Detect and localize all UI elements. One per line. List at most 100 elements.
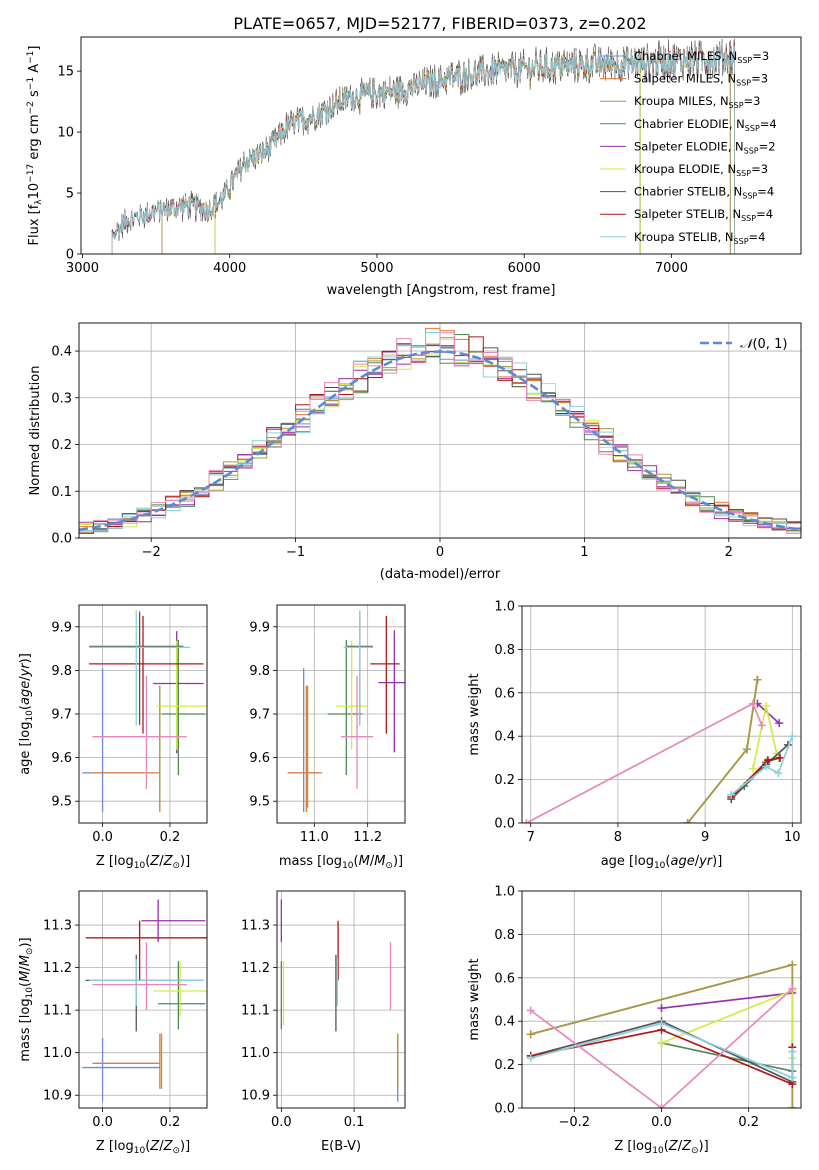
weight-marker — [774, 769, 783, 778]
y-tick-label: 1.0 — [494, 885, 515, 900]
y-tick-label: 11.0 — [241, 1046, 270, 1061]
y-tick-label: 9.6 — [51, 751, 72, 766]
residuals-plot-area — [79, 323, 801, 538]
spectrum-plot-area — [111, 38, 735, 254]
x-tick-label: 8 — [614, 830, 622, 845]
x-tick-label: −2 — [142, 545, 161, 560]
y-tick-label: 0.0 — [51, 532, 72, 547]
y-tick-label: 0.8 — [494, 928, 515, 943]
axes-frame — [80, 36, 802, 255]
y-axis-label: age [log10(age/yr)] — [18, 653, 35, 775]
weight-marker — [749, 764, 758, 773]
x-tick-label: 0.2 — [160, 1115, 181, 1130]
y-tick-label: 11.1 — [241, 1004, 270, 1019]
weight-marker — [657, 1019, 666, 1028]
mass-vs-metallicity-plot-area — [79, 891, 207, 1108]
legend-entry: Salpeter MILES, NSSP=3 — [634, 72, 768, 88]
x-tick-label: 0.0 — [271, 1115, 292, 1130]
y-tick-label: 11.2 — [43, 961, 72, 976]
x-axis-label: age [log10(age/yr)] — [601, 854, 723, 871]
weight-marker — [522, 819, 531, 823]
y-tick-label: 11.2 — [241, 961, 270, 976]
x-tick-label: 0.0 — [92, 830, 113, 845]
weight-marker — [788, 732, 797, 741]
y-tick-label: 11.3 — [43, 919, 72, 934]
weight-marker — [526, 1054, 535, 1063]
x-tick-label: 0 — [436, 545, 444, 560]
x-tick-label: 11.0 — [300, 830, 329, 845]
spectrum-series — [111, 43, 735, 254]
histogram-series — [79, 347, 801, 532]
x-tick-label: 1 — [580, 545, 588, 560]
x-axis-label: (data-model)/error — [380, 567, 501, 582]
weight-marker — [683, 819, 692, 823]
mass-weight-vs-metallicity-plot-area — [522, 891, 801, 1108]
axes-frame — [78, 604, 208, 824]
y-tick-label: 10.9 — [43, 1089, 72, 1104]
legend-entry: Chabrier STELIB, NSSP=4 — [634, 185, 774, 201]
mass-weight-vs-metallicity-chart: −0.2 0.0 0.2 0.0 0.2 0.4 0.6 0.8 1.0 Z [log10(Z/Z… — [467, 885, 802, 1156]
weight-marker — [657, 1104, 666, 1108]
legend-entry: Kroupa ELODIE, NSSP=3 — [634, 162, 768, 178]
weight-marker — [657, 1038, 666, 1047]
x-tick-label: 11.2 — [353, 830, 382, 845]
axes-frame — [521, 890, 802, 1109]
weight-series — [530, 1022, 794, 1079]
residuals-chart: −2 −1 0 1 2 0.0 0.1 0.2 0.3 0.4 𝒩(0, 1) (data-model… — [28, 322, 802, 582]
y-axis-label: Flux [fλ10−17 erg cm−2 s−1 A−1] — [26, 46, 44, 246]
weight-marker — [742, 745, 751, 754]
weight-marker — [749, 699, 758, 708]
spectrum-chart: 3000 4000 5000 6000 7000 0 5 10 15 wavelength [An… — [26, 36, 802, 298]
y-tick-label: 0.6 — [494, 971, 515, 986]
x-axis-label: Z [log10(Z/Z⊙)] — [614, 1139, 708, 1156]
y-axis-label: mass weight — [467, 673, 482, 755]
y-tick-label: 11.1 — [43, 1004, 72, 1019]
x-tick-label: 0.1 — [344, 1115, 365, 1130]
y-tick-label: 0.4 — [51, 345, 72, 360]
x-tick-label: 7 — [527, 830, 535, 845]
weight-marker — [788, 984, 797, 993]
gaussian-curve — [79, 350, 801, 532]
x-axis-label: mass [log10(M/M⊙)] — [279, 854, 403, 871]
x-tick-label: 3000 — [66, 261, 99, 276]
y-tick-label: 10.9 — [241, 1089, 270, 1104]
weight-marker — [657, 1004, 666, 1013]
x-tick-label: −1 — [286, 545, 305, 560]
x-tick-label: 6000 — [508, 261, 541, 276]
x-tick-label: 0.2 — [738, 1115, 759, 1130]
x-tick-label: 2 — [725, 545, 733, 560]
axes-frame — [78, 890, 208, 1109]
x-axis-label: wavelength [Angstrom, rest frame] — [327, 283, 556, 298]
x-tick-label: 5000 — [360, 261, 393, 276]
age-vs-mass-plot-area — [277, 605, 405, 823]
x-tick-label: 0.0 — [651, 1115, 672, 1130]
grid — [522, 606, 801, 823]
legend-entry: Salpeter ELODIE, NSSP=2 — [634, 139, 776, 155]
y-tick-label: 0.6 — [494, 686, 515, 701]
x-tick-label: −0.2 — [559, 1115, 591, 1130]
weight-marker — [788, 1047, 797, 1056]
y-tick-label: 0.1 — [51, 485, 72, 500]
x-axis-label: Z [log10(Z/Z⊙)] — [96, 1139, 190, 1156]
y-tick-label: 9.8 — [51, 664, 72, 679]
weight-marker — [526, 1030, 535, 1039]
legend-entry: Kroupa STELIB, NSSP=4 — [634, 230, 765, 246]
y-tick-label: 0.2 — [51, 438, 72, 453]
weight-marker — [757, 721, 766, 730]
legend-entry: Chabrier ELODIE, NSSP=4 — [634, 117, 777, 133]
grid — [277, 891, 405, 1108]
x-axis-label: E(B-V) — [321, 1139, 361, 1154]
weight-marker — [775, 719, 784, 728]
y-tick-label: 0.8 — [494, 643, 515, 658]
mass-weight-vs-age-plot-area — [522, 606, 801, 823]
grid — [79, 891, 207, 1108]
x-tick-label: 0.2 — [160, 830, 181, 845]
y-tick-label: 1.0 — [494, 600, 515, 615]
y-tick-label: 9.9 — [51, 620, 72, 635]
mass-vs-extinction-chart: 0.0 0.1 10.9 11.0 11.1 11.2 11.3 E(B-V) — [241, 890, 406, 1154]
y-tick-label: 15 — [57, 65, 74, 80]
weight-marker — [762, 762, 771, 771]
y-tick-label: 9.5 — [51, 795, 72, 810]
y-tick-label: 9.7 — [51, 708, 72, 723]
